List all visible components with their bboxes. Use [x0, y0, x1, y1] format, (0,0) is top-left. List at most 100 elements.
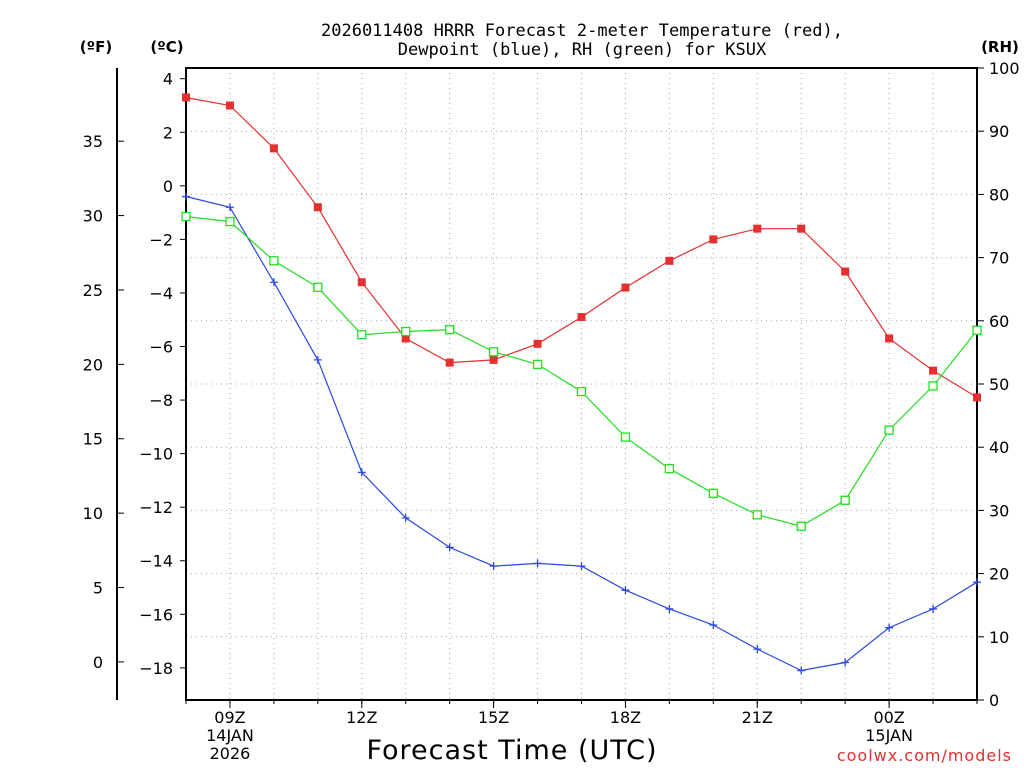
x-tick-label: 21Z — [742, 708, 773, 727]
fahrenheit-tick-label: 30 — [83, 207, 103, 226]
temperature-point — [313, 203, 322, 212]
x-tick-date: 15JAN — [865, 726, 913, 745]
temperature-point — [533, 339, 542, 348]
temperature-point — [182, 93, 190, 102]
x-tick-label: 00Z — [873, 708, 904, 727]
rh-point — [840, 495, 850, 505]
rh-point — [752, 510, 762, 520]
celsius-tick-label: −10 — [139, 445, 173, 464]
rh-tick-label: 70 — [989, 249, 1009, 268]
rh-point — [928, 381, 938, 391]
celsius-tick-label: 0 — [163, 177, 173, 196]
rh-point — [576, 386, 587, 397]
x-tick-year: 2026 — [210, 744, 251, 763]
rh-point — [357, 330, 367, 340]
rh-point — [884, 425, 894, 435]
dewpoint-point — [357, 468, 366, 477]
dewpoint-point — [709, 621, 718, 630]
dewpoint-point — [577, 562, 586, 571]
dewpoint-point — [182, 192, 190, 201]
rh-point — [708, 488, 718, 498]
chart-title-line2: Dewpoint (blue), RH (green) for KSUX — [398, 40, 767, 60]
rh-tick-label: 10 — [989, 628, 1009, 647]
rh-point — [269, 256, 279, 266]
temperature-point — [445, 358, 454, 367]
fahrenheit-tick-label: 20 — [83, 355, 103, 374]
rh-point — [401, 326, 411, 337]
rh-tick-label: 100 — [989, 59, 1020, 78]
fahrenheit-tick-label: 15 — [83, 430, 103, 449]
celsius-tick-label: −2 — [149, 230, 173, 249]
x-tick-label: 15Z — [478, 708, 509, 727]
x-tick-label: 09Z — [214, 708, 245, 727]
dewpoint-point — [973, 578, 981, 587]
dewpoint-point — [533, 559, 542, 568]
x-tick-label: 12Z — [346, 708, 377, 727]
temperature-point — [841, 267, 850, 276]
rh-tick-label: 20 — [989, 565, 1009, 584]
celsius-tick-label: −14 — [139, 552, 173, 571]
axes: 420−2−4−6−8−10−12−14−16−1835302520151050… — [83, 59, 1020, 763]
rh-line — [185, 215, 978, 527]
dewpoint-point — [841, 658, 850, 667]
celsius-unit-label: (ºC) — [150, 38, 183, 56]
rh-point — [972, 325, 982, 335]
rh-point — [445, 324, 455, 335]
rh-tick-label: 40 — [989, 438, 1009, 457]
rh-point — [664, 464, 675, 474]
temperature-point — [621, 283, 630, 292]
x-axis-label: Forecast Time (UTC) — [366, 735, 657, 766]
credit-label[interactable]: coolwx.com/models — [837, 746, 1012, 765]
dewpoint-point — [445, 543, 454, 552]
temperature-point — [225, 101, 234, 110]
celsius-tick-label: −18 — [139, 659, 173, 678]
dewpoint-point — [621, 586, 630, 595]
fahrenheit-unit-label: (ºF) — [80, 38, 112, 56]
x-tick-date: 14JAN — [206, 726, 254, 745]
temperature-point — [753, 224, 762, 233]
rh-tick-label: 90 — [989, 122, 1009, 141]
dewpoint-point — [225, 203, 234, 212]
x-tick-label: 18Z — [610, 708, 641, 727]
rh-point — [620, 432, 631, 442]
dewpoint-point — [753, 645, 762, 654]
celsius-tick-label: −4 — [149, 284, 173, 303]
grid-lines — [186, 68, 977, 700]
rh-tick-label: 50 — [989, 375, 1009, 394]
temperature-point — [797, 224, 806, 233]
rh-point — [796, 521, 806, 531]
temperature-line — [185, 96, 978, 398]
fahrenheit-tick-label: 35 — [83, 132, 103, 151]
temperature-point — [269, 144, 278, 153]
rh-point — [532, 359, 543, 370]
celsius-tick-label: −16 — [139, 605, 173, 624]
temperature-point — [401, 334, 410, 343]
fahrenheit-tick-label: 5 — [93, 579, 103, 598]
dewpoint-point — [929, 604, 938, 613]
temperature-point — [357, 278, 366, 287]
rh-tick-label: 30 — [989, 501, 1009, 520]
rh-point — [181, 211, 191, 222]
dewpoint-point — [797, 666, 806, 675]
celsius-tick-label: −12 — [139, 498, 173, 517]
fahrenheit-tick-label: 0 — [93, 653, 103, 672]
rh-point — [313, 282, 323, 292]
celsius-tick-label: 2 — [163, 123, 173, 142]
fahrenheit-tick-label: 25 — [83, 281, 103, 300]
rh-tick-label: 0 — [989, 691, 999, 710]
dewpoint-point — [665, 604, 674, 613]
temperature-point — [577, 313, 586, 322]
dewpoint-point — [313, 355, 322, 364]
dewpoint-point — [489, 562, 498, 571]
celsius-tick-label: −6 — [149, 338, 173, 357]
chart-title-line1: 2026011408 HRRR Forecast 2-meter Tempera… — [321, 21, 843, 41]
dewpoint-point — [401, 513, 410, 522]
temperature-point — [489, 355, 498, 364]
rh-point — [488, 347, 499, 357]
temperature-point — [709, 235, 718, 244]
celsius-tick-label: −8 — [149, 391, 173, 410]
celsius-tick-label: 4 — [163, 70, 173, 89]
temperature-point — [885, 334, 894, 343]
fahrenheit-tick-label: 10 — [83, 504, 103, 523]
rh-tick-label: 80 — [989, 185, 1009, 204]
